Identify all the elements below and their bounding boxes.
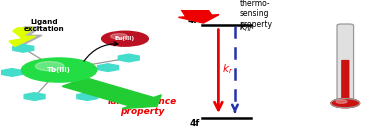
Circle shape — [331, 99, 359, 108]
FancyBboxPatch shape — [341, 60, 349, 100]
FancyArrow shape — [169, 0, 219, 23]
FancyArrowPatch shape — [84, 42, 118, 61]
Polygon shape — [2, 69, 22, 76]
Text: 4f: 4f — [190, 119, 200, 128]
Text: Ligand
excitation: Ligand excitation — [24, 19, 64, 32]
Polygon shape — [98, 64, 118, 72]
Circle shape — [22, 58, 97, 82]
Text: $k_{nr}$: $k_{nr}$ — [240, 21, 254, 34]
Text: $k_r$: $k_r$ — [222, 62, 234, 76]
Text: Tb(III): Tb(III) — [47, 67, 71, 73]
FancyBboxPatch shape — [337, 24, 353, 102]
Text: 4f': 4f' — [187, 16, 200, 25]
FancyArrowPatch shape — [183, 0, 200, 18]
Polygon shape — [16, 27, 42, 46]
Circle shape — [110, 34, 127, 39]
Polygon shape — [118, 54, 139, 62]
Polygon shape — [9, 28, 35, 47]
Polygon shape — [13, 45, 34, 52]
Text: Eu(III): Eu(III) — [115, 36, 135, 41]
Polygon shape — [77, 93, 98, 100]
Circle shape — [102, 31, 148, 46]
Text: thermo-
sensing
property: thermo- sensing property — [240, 0, 273, 29]
Circle shape — [35, 62, 64, 71]
Text: luminescence
property: luminescence property — [107, 97, 177, 116]
Circle shape — [336, 100, 347, 103]
Polygon shape — [24, 93, 45, 100]
FancyArrow shape — [62, 78, 161, 109]
